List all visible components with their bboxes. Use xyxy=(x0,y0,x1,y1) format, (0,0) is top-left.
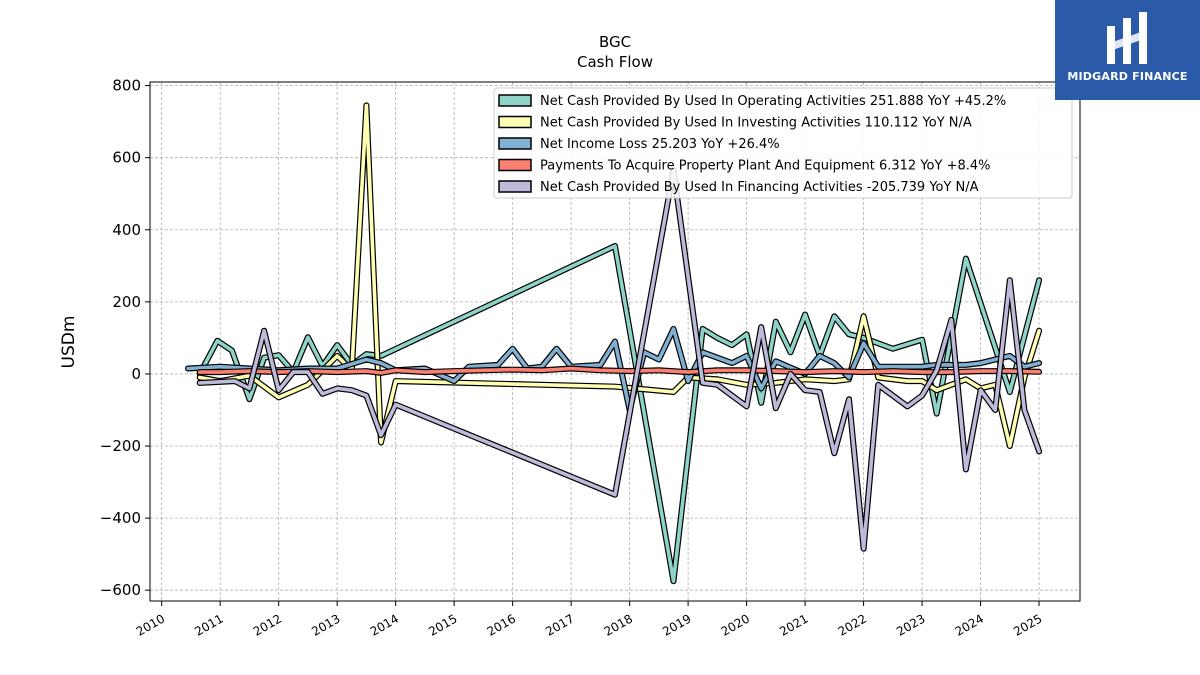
y-axis-label: USDm xyxy=(59,316,79,369)
legend-entry: Net Income Loss 25.203 YoY +26.4% xyxy=(540,137,780,152)
y-tick-label: 600 xyxy=(112,149,141,167)
x-tick-label: 2025 xyxy=(1011,611,1044,638)
legend-entry: Net Cash Provided By Used In Operating A… xyxy=(540,94,1006,109)
y-tick-label: 200 xyxy=(112,293,141,311)
x-tick-label: 2020 xyxy=(719,611,752,638)
series-stroke xyxy=(186,327,1041,412)
series-stroke xyxy=(197,168,1041,551)
series-line-1 xyxy=(196,243,1043,585)
y-tick-label: −600 xyxy=(100,581,141,599)
x-tick-label: 2016 xyxy=(485,611,518,638)
y-tick-label: 0 xyxy=(131,365,141,383)
series-stroke xyxy=(197,366,1041,375)
x-tick-label: 2017 xyxy=(543,611,576,638)
legend-swatch xyxy=(498,180,532,193)
chart-subtitle: Cash Flow xyxy=(577,53,653,71)
legend-swatch xyxy=(498,158,532,172)
legend-swatch xyxy=(498,94,532,107)
y-tick-label: −200 xyxy=(100,437,141,455)
x-tick-label: 2023 xyxy=(894,611,927,638)
legend-box xyxy=(493,87,1073,199)
x-tick-label: 2022 xyxy=(836,611,869,638)
series-line-5 xyxy=(196,167,1043,552)
legend-entry: Payments To Acquire Property Plant And E… xyxy=(540,159,991,174)
y-tick-label: 400 xyxy=(112,221,141,239)
x-tick-label: 2021 xyxy=(777,611,810,638)
x-tick-label: 2012 xyxy=(251,611,284,638)
x-tick-label: 2011 xyxy=(192,611,225,638)
legend-entry: Net Cash Provided By Used In Investing A… xyxy=(540,116,972,131)
legend: Net Cash Provided By Used In Operating A… xyxy=(493,87,1073,199)
midgard-logo-icon xyxy=(1107,12,1147,64)
legend-swatch xyxy=(498,115,532,129)
series-outline xyxy=(196,243,1043,585)
series-line-3 xyxy=(185,325,1043,413)
legend-swatch xyxy=(498,137,532,150)
midgard-logo-text: MIDGARD FINANCE xyxy=(1067,70,1188,83)
series-stroke xyxy=(197,244,1041,584)
x-tick-label: 2013 xyxy=(309,611,342,638)
series-line-4 xyxy=(196,365,1043,376)
series-lines xyxy=(185,102,1043,585)
x-tick-label: 2015 xyxy=(426,611,459,638)
y-tick-label: −400 xyxy=(100,509,141,527)
x-tick-label: 2010 xyxy=(134,611,167,638)
midgard-logo: MIDGARD FINANCE xyxy=(1055,0,1200,100)
x-tick-label: 2014 xyxy=(368,611,401,638)
legend-entry: Net Cash Provided By Used In Financing A… xyxy=(540,180,979,195)
plot-frame xyxy=(149,81,1081,602)
x-tick-label: 2024 xyxy=(953,611,986,638)
x-tick-label: 2018 xyxy=(602,611,635,638)
chart-title: BGC xyxy=(599,33,631,51)
y-tick-label: 800 xyxy=(112,77,141,95)
x-tick-label: 2019 xyxy=(660,611,693,638)
